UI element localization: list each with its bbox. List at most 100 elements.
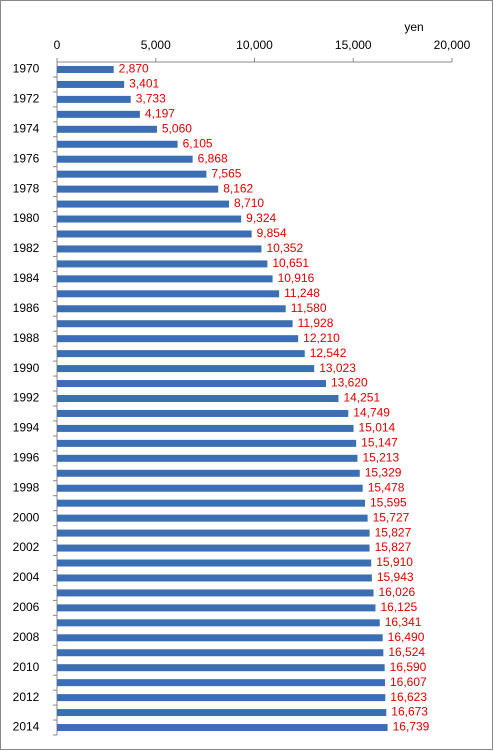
- bar: [57, 454, 358, 462]
- y-tick-label: 1988: [13, 331, 40, 345]
- value-label: 12,542: [310, 346, 347, 360]
- y-tick-label: 1986: [13, 301, 40, 315]
- value-label: 11,928: [298, 316, 334, 330]
- y-tick-label: 1970: [13, 62, 40, 76]
- value-label: 16,590: [390, 660, 427, 674]
- value-label: 14,251: [343, 391, 380, 405]
- value-label: 10,352: [266, 241, 303, 255]
- bar: [57, 215, 242, 223]
- value-label: 5,060: [162, 121, 192, 135]
- bar: [57, 95, 131, 103]
- y-tick-label: 1998: [13, 480, 40, 494]
- y-tick-label: 1994: [13, 421, 40, 435]
- value-label: 15,478: [368, 480, 405, 494]
- value-label: 16,026: [379, 585, 416, 599]
- bar: [57, 649, 384, 657]
- value-label: 14,749: [353, 406, 390, 420]
- bar: [57, 320, 293, 328]
- bar: [57, 170, 207, 178]
- x-tick-label: 0: [54, 38, 61, 52]
- y-tick-label: 1980: [13, 211, 40, 225]
- bar: [57, 409, 349, 417]
- bar: [57, 709, 387, 717]
- bar: [57, 589, 374, 597]
- value-label: 8,710: [234, 196, 264, 210]
- value-label: 15,827: [375, 525, 412, 539]
- bar: [57, 484, 363, 492]
- bar: [57, 155, 193, 163]
- bar: [57, 559, 372, 567]
- y-tick-label: 2000: [13, 510, 40, 524]
- value-label: 15,943: [377, 570, 414, 584]
- bar: [57, 514, 368, 522]
- value-label: 4,197: [145, 107, 175, 121]
- value-label: 9,324: [246, 211, 276, 225]
- bar: [57, 200, 230, 208]
- value-label: 15,595: [370, 495, 407, 509]
- value-label: 16,125: [380, 600, 417, 614]
- value-label: 13,620: [331, 376, 368, 390]
- value-label: 16,673: [391, 705, 428, 719]
- bar: [57, 80, 125, 88]
- value-label: 6,105: [183, 136, 213, 150]
- value-label: 11,580: [291, 301, 327, 315]
- y-tick-label: 1982: [13, 241, 40, 255]
- bar: [57, 694, 386, 702]
- bar: [57, 634, 383, 642]
- value-label: 15,329: [365, 465, 402, 479]
- value-label: 10,916: [278, 271, 315, 285]
- bar: [57, 230, 252, 238]
- value-label: 10,651: [272, 256, 309, 270]
- value-label: 3,733: [136, 92, 166, 106]
- y-tick-label: 2014: [13, 720, 40, 734]
- value-label: 16,739: [393, 720, 430, 734]
- bar: [57, 544, 370, 552]
- y-tick-label: 1974: [13, 121, 40, 135]
- value-label: 11,248: [284, 286, 320, 300]
- value-label: 15,727: [373, 510, 410, 524]
- y-tick-label: 2010: [13, 660, 40, 674]
- value-label: 9,854: [257, 226, 287, 240]
- bar: [57, 125, 157, 133]
- bar: [57, 604, 376, 612]
- x-tick-label: 10,000: [236, 38, 273, 52]
- y-tick-label: 1996: [13, 450, 40, 464]
- bar: [57, 305, 286, 313]
- bar: [57, 395, 339, 402]
- y-tick-label: 1990: [13, 361, 40, 375]
- y-tick-label: 2012: [13, 690, 40, 704]
- bar: [57, 245, 262, 253]
- value-label: 8,162: [223, 181, 253, 195]
- bar: [57, 664, 385, 672]
- bar: [57, 380, 326, 388]
- value-label: 6,868: [198, 151, 228, 165]
- x-tick-label: 15,000: [335, 38, 372, 52]
- bar: [57, 574, 372, 582]
- value-label: 2,870: [119, 62, 149, 76]
- bar: [57, 275, 273, 283]
- bar: [57, 290, 280, 298]
- value-label: 16,607: [390, 675, 427, 689]
- value-label: 16,524: [388, 645, 425, 659]
- bar: [57, 529, 370, 537]
- bar: [57, 185, 219, 193]
- bar: [57, 140, 178, 148]
- y-tick-label: 1972: [13, 92, 40, 106]
- y-tick-label: 1992: [13, 391, 40, 405]
- bar: [57, 724, 388, 732]
- y-tick-label: 2006: [13, 600, 40, 614]
- value-label: 16,623: [390, 690, 427, 704]
- bar: [57, 424, 354, 432]
- y-tick-label: 1976: [13, 151, 40, 165]
- value-label: 16,341: [385, 615, 422, 629]
- value-label: 15,014: [359, 421, 396, 435]
- bar: [57, 439, 357, 447]
- y-tick-label: 2002: [13, 540, 40, 554]
- bar: [57, 350, 305, 358]
- bar: [57, 335, 299, 343]
- axis-unit: yen: [404, 20, 423, 34]
- y-tick-label: 1984: [13, 271, 40, 285]
- bar: [57, 65, 114, 73]
- bar: [57, 469, 360, 477]
- bar: [57, 260, 268, 268]
